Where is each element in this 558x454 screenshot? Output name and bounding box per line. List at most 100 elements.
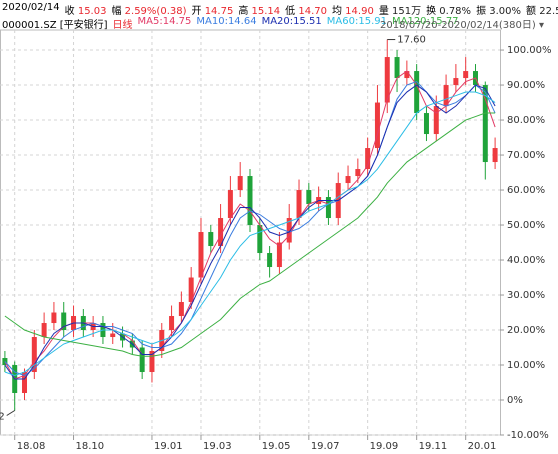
candle-body	[286, 218, 292, 243]
x-tick-label: 18.10	[76, 441, 105, 452]
candle-body	[492, 148, 498, 163]
legend-entry: MA10:14.64	[196, 16, 257, 27]
info-item: 均 14.90	[332, 2, 374, 17]
info-item: 换 0.78%	[426, 2, 471, 17]
info-value: 15.14	[251, 6, 281, 17]
candle-body	[453, 78, 459, 86]
date: 2020/02/14	[2, 2, 60, 13]
annotation: 17.60	[397, 35, 426, 46]
info-value: 151万	[392, 6, 422, 17]
info-label: 开	[191, 6, 202, 17]
info-label: 高	[238, 6, 249, 17]
info-value: 2.59%(0.38)	[124, 6, 187, 17]
y-tick-label: 80.00%	[507, 115, 545, 126]
candle-body	[374, 102, 380, 149]
candle-body	[247, 176, 253, 226]
period: 日线	[112, 20, 133, 31]
info-label: 振	[476, 6, 487, 17]
candle-body	[198, 232, 204, 278]
candle-body	[169, 316, 175, 331]
x-tick-label: 19.09	[370, 441, 399, 452]
info-item: 幅 2.59%(0.38)	[111, 2, 186, 17]
candle-body	[267, 253, 273, 268]
candle-body	[188, 277, 194, 303]
annotation: 8.52	[0, 412, 5, 423]
info-item: 低 14.70	[285, 2, 327, 17]
candle-body	[51, 312, 57, 324]
ma-line	[4, 80, 496, 377]
plot-border	[0, 29, 501, 436]
candle-body	[404, 71, 410, 79]
info-value: 0.78%	[439, 6, 472, 17]
info-label: 量	[378, 6, 389, 17]
y-tick-label: 30.00%	[507, 290, 545, 301]
candle-body	[423, 113, 429, 135]
x-tick-label: 19.03	[203, 441, 232, 452]
candle-body	[110, 333, 116, 338]
candle-body	[296, 190, 302, 219]
info-item: 高 15.14	[238, 2, 280, 17]
info-item: 开 14.75	[192, 2, 234, 17]
x-tick-label: 19.11	[419, 441, 448, 452]
range-text: 2018/07/20-2020/02/14(380日)	[380, 20, 536, 31]
y-tick-label: 50.00%	[507, 220, 545, 231]
legend-bar: 000001.SZ [平安银行] 日线 MA5:14.75 MA10:14.64 M…	[2, 16, 554, 31]
info-label: 幅	[111, 6, 122, 17]
info-value: 14.90	[345, 6, 374, 17]
candle-body	[41, 323, 47, 338]
info-value: 3.00%	[489, 6, 522, 17]
y-tick-label: 60.00%	[507, 185, 545, 196]
y-tick-label: 70.00%	[507, 150, 545, 161]
info-value: 15.03	[77, 6, 107, 17]
candle-body	[208, 232, 214, 247]
annotation-leader	[6, 410, 15, 416]
info-value: 14.70	[298, 6, 327, 17]
y-tick-label: -10.00%	[507, 430, 549, 441]
candle-body	[345, 176, 351, 184]
candle-body	[394, 57, 400, 79]
candle-body	[257, 225, 263, 254]
candle-body	[218, 218, 224, 247]
candle-body	[22, 372, 28, 394]
x-tick-label: 20.01	[468, 441, 497, 452]
candle-body	[227, 190, 233, 219]
y-tick-label: 90.00%	[507, 80, 545, 91]
x-tick-label: 18.08	[17, 441, 46, 452]
x-tick-label: 19.07	[311, 441, 340, 452]
info-item: 量 151万	[379, 2, 421, 17]
candle-body	[2, 358, 8, 366]
info-label: 低	[285, 6, 296, 17]
y-tick-label: 10.00%	[507, 360, 545, 371]
candle-body	[306, 190, 312, 205]
candle-body	[355, 169, 361, 177]
info-label: 额	[526, 6, 537, 17]
date-range[interactable]: 2018/07/20-2020/02/14(380日) ▾	[380, 20, 544, 31]
candle-body	[365, 148, 371, 170]
x-tick-label: 19.05	[262, 441, 291, 452]
candle-body	[276, 242, 282, 268]
candle-body	[433, 106, 439, 135]
candle-body	[325, 197, 331, 219]
legend-entry: MA60:15.91	[326, 16, 387, 27]
legend-entry: MA5:14.75	[137, 16, 192, 27]
candle-body	[149, 351, 155, 373]
info-item: 额 22.54亿	[526, 2, 558, 17]
info-label: 收	[64, 6, 75, 17]
legend-entry: MA120:15.77	[391, 16, 459, 27]
ma-line	[4, 112, 496, 357]
info-item: 振 3.00%	[476, 2, 521, 17]
legend-entry: MA20:15.51	[261, 16, 322, 27]
ma-line	[4, 84, 496, 380]
stock-code: 000001.SZ [平安银行]	[2, 20, 108, 31]
candle-body	[31, 337, 37, 373]
x-tick-label: 19.01	[154, 441, 183, 452]
candle-body	[139, 347, 145, 373]
info-label: 换	[426, 6, 437, 17]
y-tick-label: 20.00%	[507, 325, 545, 336]
info-bar: 2020/02/14 收 15.03 幅 2.59%(0.38) 开 14.75 高 …	[2, 2, 558, 17]
candle-body	[414, 71, 420, 114]
ma-line	[4, 91, 496, 377]
info-value: 22.54亿	[539, 6, 558, 17]
